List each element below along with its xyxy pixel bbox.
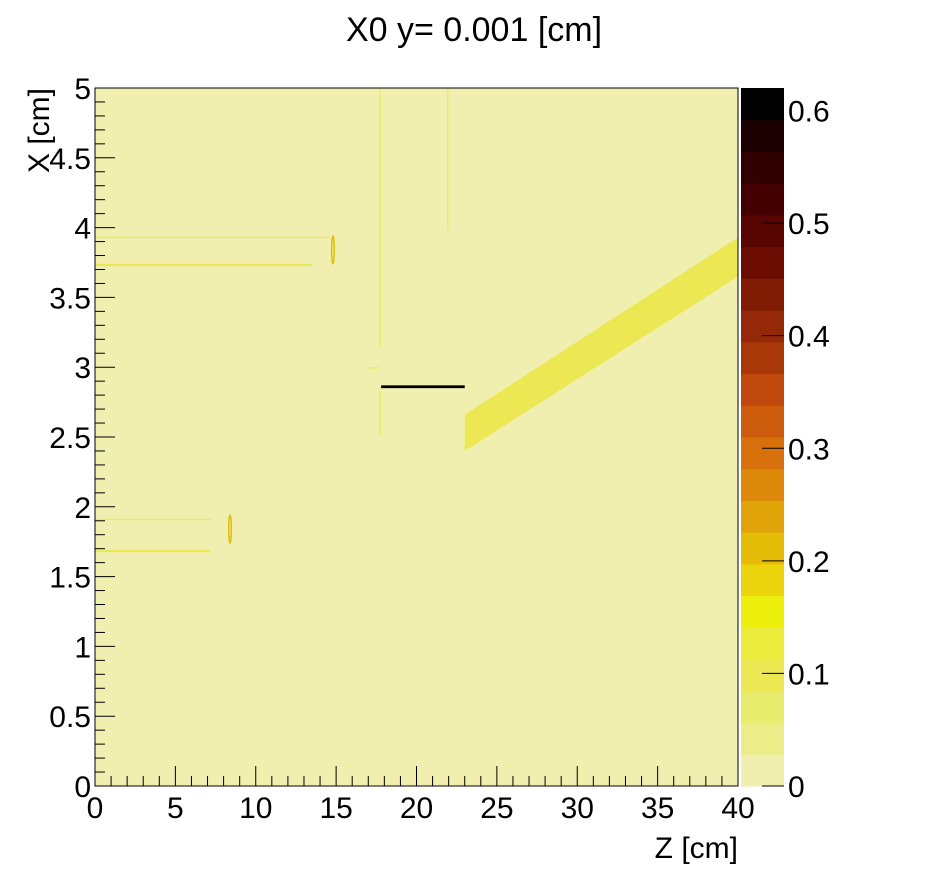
- color-swatch: [741, 754, 784, 787]
- vertical-line-c: [447, 88, 449, 231]
- y-axis: 0 0.5 1 1.5 2 2.5 3 3.5 4 4.5 5: [49, 73, 115, 804]
- x-axis-label: Z [cm]: [655, 832, 738, 865]
- features-layer: [95, 88, 738, 553]
- lower-ring: [227, 514, 233, 544]
- y-tick-label: 1.5: [49, 562, 91, 595]
- lower-line-top: [95, 518, 211, 521]
- y-tick-label: 3.5: [49, 282, 91, 315]
- y-tick-label: 1: [74, 631, 91, 664]
- color-swatch: [741, 373, 784, 406]
- y-tick-label: 2.5: [49, 422, 91, 455]
- color-swatch: [741, 532, 784, 565]
- upper-ring: [330, 235, 335, 265]
- color-swatch: [741, 341, 784, 375]
- color-swatch: [741, 151, 784, 184]
- color-scale-label: 0.3: [788, 433, 830, 466]
- color-swatch: [741, 183, 784, 216]
- upper-line-top: [95, 236, 330, 239]
- y-tick-label: 4.5: [49, 143, 91, 176]
- tilted-band: [464, 237, 738, 451]
- x-tick-label: 35: [641, 792, 674, 825]
- x-tick-label: 15: [319, 792, 352, 825]
- color-scale-label: 0: [788, 771, 805, 804]
- y-tick-label: 0.5: [49, 701, 91, 734]
- y-tick-label: 0: [74, 771, 91, 804]
- color-scale-label: 0.5: [788, 208, 830, 241]
- chart-title: X0 y= 0.001 [cm]: [346, 11, 602, 49]
- color-swatch: [741, 627, 784, 660]
- y-tick-label: 2: [74, 492, 91, 525]
- plot-area: [95, 88, 738, 786]
- color-swatch: [741, 246, 784, 279]
- color-swatch: [741, 278, 784, 311]
- color-swatch: [741, 659, 784, 692]
- short-segment: [365, 367, 380, 369]
- x-tick-label: 0: [87, 792, 104, 825]
- vertical-line-b: [379, 386, 381, 437]
- color-scale-label: 0.6: [788, 96, 830, 129]
- color-swatch: [741, 563, 784, 597]
- color-swatch: [741, 500, 784, 533]
- heatmap-background: [95, 88, 738, 786]
- x-axis: 0 5 10 15 20 25 30 35 40: [87, 766, 755, 825]
- lower-line-bottom: [95, 550, 211, 553]
- color-scale: 0 0.1 0.2 0.3 0.4 0.5 0.6: [741, 88, 830, 804]
- color-swatch: [741, 119, 784, 152]
- vertical-line-a: [379, 88, 381, 347]
- color-swatch: [741, 405, 784, 438]
- x-tick-label: 40: [721, 792, 754, 825]
- color-scale-label: 0.4: [788, 321, 830, 354]
- color-swatch: [741, 88, 784, 121]
- x-tick-label: 25: [480, 792, 513, 825]
- x-tick-label: 10: [239, 792, 272, 825]
- y-tick-label: 4: [74, 213, 91, 246]
- x-tick-label: 30: [561, 792, 594, 825]
- color-scale-label: 0.2: [788, 546, 830, 579]
- color-swatch: [741, 310, 784, 343]
- x-tick-label: 5: [167, 792, 184, 825]
- dark-strip: [381, 385, 465, 389]
- x-tick-label: 20: [400, 792, 433, 825]
- y-axis-label: X [cm]: [23, 88, 56, 173]
- color-swatch: [741, 690, 784, 724]
- color-swatch: [741, 468, 784, 501]
- color-swatch: [741, 595, 784, 628]
- y-tick-label: 5: [74, 73, 91, 106]
- color-swatch: [741, 437, 784, 470]
- color-swatch: [741, 722, 784, 755]
- y-tick-label: 3: [74, 352, 91, 385]
- color-swatch: [741, 214, 784, 248]
- color-scale-label: 0.1: [788, 658, 830, 691]
- upper-line-bottom: [95, 263, 313, 266]
